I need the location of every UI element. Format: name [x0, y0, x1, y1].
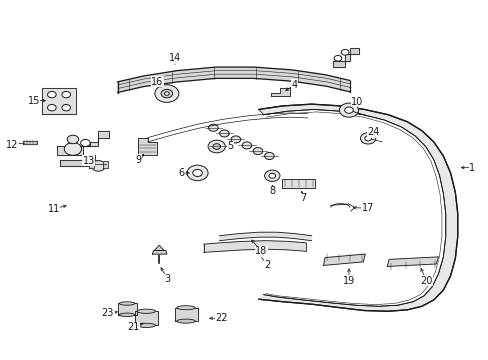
Polygon shape — [270, 87, 289, 96]
Polygon shape — [152, 251, 166, 254]
Ellipse shape — [177, 306, 195, 310]
Polygon shape — [203, 241, 305, 252]
Ellipse shape — [137, 323, 155, 328]
Polygon shape — [117, 303, 137, 315]
Polygon shape — [23, 141, 38, 144]
Polygon shape — [103, 161, 108, 168]
Text: 18: 18 — [255, 246, 267, 256]
Circle shape — [344, 107, 352, 113]
Ellipse shape — [119, 302, 135, 305]
Circle shape — [339, 103, 358, 117]
Polygon shape — [42, 87, 76, 114]
Polygon shape — [117, 67, 349, 93]
Polygon shape — [323, 254, 365, 265]
Text: 4: 4 — [291, 80, 297, 90]
Text: 7: 7 — [299, 193, 305, 203]
Text: 6: 6 — [178, 168, 184, 178]
Circle shape — [186, 165, 208, 181]
Circle shape — [231, 136, 240, 143]
Polygon shape — [258, 104, 457, 311]
Polygon shape — [386, 257, 438, 266]
Circle shape — [333, 55, 341, 61]
Ellipse shape — [177, 319, 195, 323]
Polygon shape — [60, 154, 95, 166]
Circle shape — [208, 124, 218, 131]
Text: 1: 1 — [468, 163, 474, 173]
Circle shape — [155, 85, 179, 102]
Ellipse shape — [119, 313, 135, 316]
Text: 20: 20 — [420, 275, 432, 285]
Text: 16: 16 — [151, 77, 163, 87]
Circle shape — [360, 133, 375, 144]
Circle shape — [264, 170, 280, 181]
Text: 5: 5 — [226, 141, 233, 152]
Text: 14: 14 — [168, 53, 181, 63]
Text: 15: 15 — [27, 96, 40, 105]
Polygon shape — [57, 131, 109, 154]
Circle shape — [47, 91, 56, 98]
Polygon shape — [89, 161, 93, 168]
Text: 23: 23 — [102, 309, 114, 318]
Text: 24: 24 — [367, 127, 379, 138]
Circle shape — [62, 91, 70, 98]
Text: 12: 12 — [6, 140, 18, 150]
Text: 9: 9 — [135, 154, 141, 165]
Circle shape — [242, 142, 251, 149]
Circle shape — [341, 49, 348, 55]
Text: 3: 3 — [164, 274, 170, 284]
Circle shape — [164, 92, 169, 95]
Text: 10: 10 — [350, 97, 363, 107]
Circle shape — [67, 135, 79, 144]
Circle shape — [91, 161, 105, 171]
Circle shape — [192, 170, 202, 176]
Circle shape — [208, 140, 225, 153]
Text: 17: 17 — [361, 203, 373, 213]
Circle shape — [364, 136, 371, 141]
Ellipse shape — [137, 309, 155, 313]
Circle shape — [268, 173, 275, 178]
Text: 13: 13 — [82, 156, 95, 166]
Text: 8: 8 — [269, 186, 275, 196]
Polygon shape — [174, 308, 197, 321]
Polygon shape — [281, 179, 315, 188]
Circle shape — [219, 130, 229, 137]
Polygon shape — [332, 48, 358, 67]
Circle shape — [62, 104, 70, 111]
Circle shape — [64, 143, 81, 155]
Polygon shape — [138, 138, 157, 155]
Circle shape — [264, 153, 274, 159]
Circle shape — [253, 148, 262, 154]
Polygon shape — [154, 245, 163, 251]
Polygon shape — [219, 232, 311, 241]
Circle shape — [212, 144, 220, 149]
Text: 19: 19 — [342, 275, 354, 285]
Circle shape — [81, 139, 90, 147]
Circle shape — [47, 104, 56, 111]
Text: 2: 2 — [264, 260, 270, 270]
Text: 21: 21 — [127, 323, 139, 333]
Polygon shape — [135, 311, 158, 325]
Text: 11: 11 — [47, 204, 60, 214]
Circle shape — [161, 89, 172, 98]
Text: 22: 22 — [215, 313, 227, 323]
